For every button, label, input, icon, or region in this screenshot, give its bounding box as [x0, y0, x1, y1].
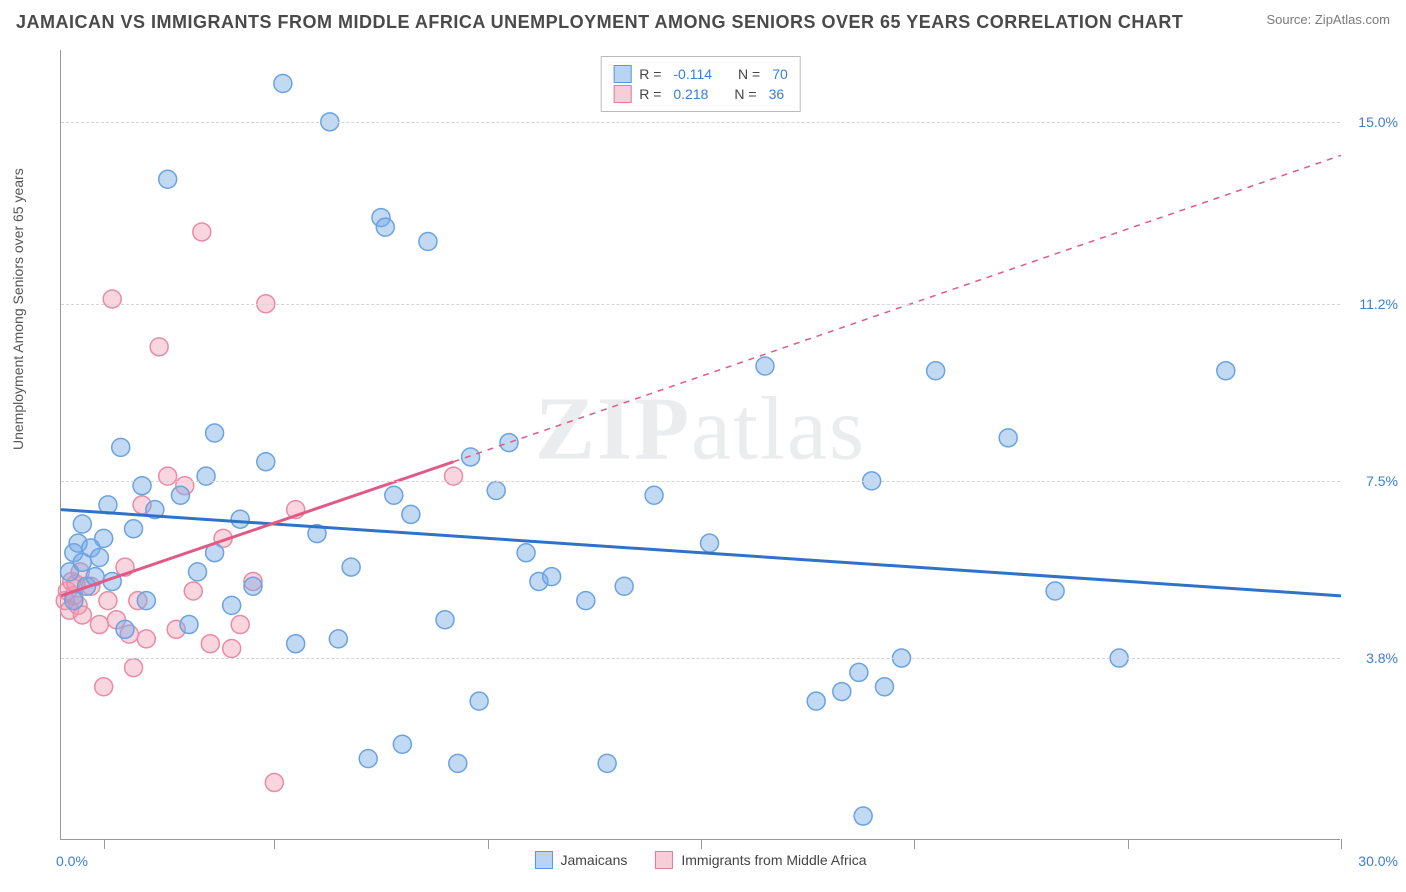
scatter-point: [376, 218, 394, 236]
y-tick-label: 7.5%: [1366, 473, 1398, 489]
legend-item-jamaicans: Jamaicans: [534, 851, 627, 869]
scatter-point: [807, 692, 825, 710]
scatter-point: [125, 520, 143, 538]
scatter-point: [184, 582, 202, 600]
scatter-point: [137, 592, 155, 610]
scatter-point: [462, 448, 480, 466]
scatter-point: [116, 620, 134, 638]
scatter-point: [133, 477, 151, 495]
regression-line-extrap: [454, 155, 1341, 461]
scatter-point: [854, 807, 872, 825]
scatter-point: [193, 223, 211, 241]
scatter-point: [197, 467, 215, 485]
scatter-point: [287, 635, 305, 653]
x-tick: [914, 839, 915, 849]
x-tick: [104, 839, 105, 849]
scatter-point: [171, 486, 189, 504]
scatter-point: [274, 75, 292, 93]
grid-line: [61, 658, 1340, 659]
scatter-point: [90, 549, 108, 567]
y-axis-label: Unemployment Among Seniors over 65 years: [10, 168, 26, 450]
series-name-middle-africa: Immigrants from Middle Africa: [681, 852, 866, 868]
scatter-point: [73, 515, 91, 533]
scatter-point: [385, 486, 403, 504]
scatter-point: [159, 170, 177, 188]
scatter-point: [231, 616, 249, 634]
grid-line: [61, 304, 1340, 305]
scatter-point: [244, 577, 262, 595]
x-axis-max-label: 30.0%: [1358, 853, 1398, 869]
scatter-point: [231, 510, 249, 528]
y-tick-label: 11.2%: [1359, 296, 1398, 312]
scatter-point: [99, 592, 117, 610]
scatter-point: [598, 754, 616, 772]
scatter-point: [645, 486, 663, 504]
y-tick-label: 15.0%: [1358, 114, 1398, 130]
scatter-point: [342, 558, 360, 576]
scatter-point: [449, 754, 467, 772]
grid-line: [61, 122, 1340, 123]
scatter-point: [517, 544, 535, 562]
scatter-point: [833, 683, 851, 701]
scatter-point: [927, 362, 945, 380]
scatter-point: [393, 735, 411, 753]
scatter-point: [701, 534, 719, 552]
scatter-point: [470, 692, 488, 710]
scatter-point: [103, 290, 121, 308]
scatter-point: [329, 630, 347, 648]
scatter-point: [201, 635, 219, 653]
x-tick: [1128, 839, 1129, 849]
scatter-point: [159, 467, 177, 485]
series-name-jamaicans: Jamaicans: [560, 852, 627, 868]
scatter-svg: [61, 50, 1340, 839]
x-tick: [488, 839, 489, 849]
scatter-point: [436, 611, 454, 629]
scatter-point: [223, 596, 241, 614]
scatter-point: [90, 616, 108, 634]
scatter-point: [137, 630, 155, 648]
x-tick: [274, 839, 275, 849]
scatter-point: [487, 481, 505, 499]
scatter-point: [402, 505, 420, 523]
scatter-point: [756, 357, 774, 375]
scatter-point: [189, 563, 207, 581]
swatch-jamaicans-bottom: [534, 851, 552, 869]
scatter-point: [125, 659, 143, 677]
scatter-point: [1217, 362, 1235, 380]
source-label: Source: ZipAtlas.com: [1266, 12, 1390, 27]
scatter-point: [615, 577, 633, 595]
y-tick-label: 3.8%: [1366, 650, 1398, 666]
scatter-point: [223, 639, 241, 657]
legend-series: Jamaicans Immigrants from Middle Africa: [534, 851, 866, 869]
swatch-middle-africa-bottom: [655, 851, 673, 869]
scatter-point: [95, 529, 113, 547]
scatter-point: [206, 424, 224, 442]
scatter-point: [1046, 582, 1064, 600]
scatter-point: [180, 616, 198, 634]
scatter-point: [999, 429, 1017, 447]
scatter-point: [150, 338, 168, 356]
x-tick: [701, 839, 702, 849]
x-axis-min-label: 0.0%: [56, 853, 88, 869]
scatter-point: [112, 438, 130, 456]
plot-area: ZIPatlas R = -0.114 N = 70 R = 0.218 N =…: [60, 50, 1340, 840]
scatter-point: [445, 467, 463, 485]
scatter-point: [577, 592, 595, 610]
scatter-point: [543, 568, 561, 586]
chart-title: JAMAICAN VS IMMIGRANTS FROM MIDDLE AFRIC…: [16, 12, 1183, 33]
legend-item-middle-africa: Immigrants from Middle Africa: [655, 851, 866, 869]
scatter-point: [257, 453, 275, 471]
scatter-point: [95, 678, 113, 696]
scatter-point: [850, 663, 868, 681]
scatter-point: [359, 750, 377, 768]
x-tick: [1341, 839, 1342, 849]
scatter-point: [265, 774, 283, 792]
grid-line: [61, 481, 1340, 482]
scatter-point: [875, 678, 893, 696]
scatter-point: [419, 233, 437, 251]
